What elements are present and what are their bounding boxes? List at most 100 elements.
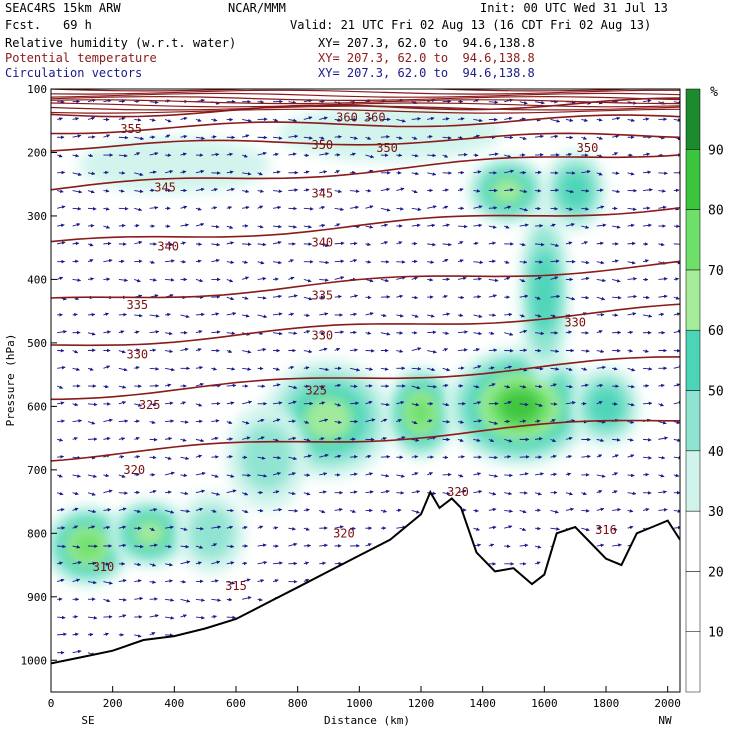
circulation-vector xyxy=(72,134,82,138)
circulation-vector xyxy=(319,543,328,548)
circulation-vector xyxy=(87,116,96,121)
circulation-vector xyxy=(180,509,191,513)
y-tick-label: 700 xyxy=(27,464,47,477)
x-axis-label: Distance (km) xyxy=(324,714,410,727)
circulation-vector xyxy=(519,527,527,532)
circulation-vector xyxy=(334,507,343,512)
circulation-vector xyxy=(211,152,220,157)
circulation-vector xyxy=(596,365,606,370)
circulation-vector xyxy=(488,474,499,478)
circulation-vector xyxy=(103,598,111,603)
circulation-vector xyxy=(457,188,464,192)
circulation-vector xyxy=(396,260,406,264)
circulation-vector xyxy=(457,420,464,424)
circulation-vector xyxy=(673,455,680,460)
circulation-vector xyxy=(565,401,576,405)
circulation-vector xyxy=(87,206,97,211)
circulation-vector xyxy=(103,330,111,334)
circulation-vector xyxy=(72,649,82,654)
y-tick-label: 500 xyxy=(27,337,47,350)
circulation-vector xyxy=(103,436,111,441)
circulation-vector xyxy=(165,525,174,530)
circulation-vector xyxy=(550,472,558,477)
circulation-vector xyxy=(334,403,342,407)
circulation-vector xyxy=(627,171,635,176)
circulation-vector xyxy=(226,525,234,530)
circulation-vector xyxy=(180,456,190,461)
field-name-theta: Potential temperature xyxy=(5,51,157,65)
circulation-vector xyxy=(272,224,282,229)
circulation-vector xyxy=(411,347,422,351)
circulation-vector xyxy=(303,508,310,512)
circulation-vector xyxy=(535,170,542,175)
circulation-vector xyxy=(87,153,94,158)
circulation-vector xyxy=(149,527,155,531)
circulation-vector xyxy=(242,296,249,300)
field-xy-theta: XY= 207.3, 62.0 to 94.6,138.8 xyxy=(318,51,535,65)
circulation-vector xyxy=(365,367,374,371)
circulation-vector xyxy=(427,116,435,121)
circulation-vector xyxy=(642,99,652,103)
circulation-vector xyxy=(627,118,635,123)
circulation-vector xyxy=(365,117,373,121)
circulation-vector xyxy=(195,403,203,407)
circulation-vector xyxy=(642,152,651,157)
circulation-vector xyxy=(535,526,541,531)
circulation-vector xyxy=(365,418,376,423)
circulation-vector xyxy=(334,330,345,334)
circulation-vector xyxy=(350,241,358,246)
theta-contour-label: 345 xyxy=(154,180,176,194)
circulation-vector xyxy=(612,472,619,476)
circulation-vector xyxy=(303,384,310,389)
circulation-vector xyxy=(473,331,483,336)
circulation-vector xyxy=(349,509,356,513)
circulation-vector xyxy=(57,205,66,209)
circulation-vector xyxy=(211,367,217,371)
circulation-vector xyxy=(350,472,358,477)
circulation-vector xyxy=(581,454,591,459)
circulation-vector xyxy=(534,403,543,407)
circulation-vector xyxy=(380,278,389,283)
circulation-vector xyxy=(488,525,497,530)
circulation-vector xyxy=(550,383,557,387)
circulation-vector xyxy=(565,296,576,301)
circulation-vector xyxy=(550,510,559,514)
circulation-vector xyxy=(612,116,621,121)
circulation-vector xyxy=(550,527,560,531)
circulation-vector xyxy=(442,205,449,210)
circulation-vector xyxy=(103,632,109,637)
circulation-vector xyxy=(627,207,637,211)
theta-contour-line xyxy=(51,89,653,92)
circulation-vector xyxy=(349,294,359,298)
circulation-vector xyxy=(180,152,187,156)
circulation-vector xyxy=(319,223,326,228)
circulation-vector xyxy=(642,349,649,353)
circulation-vector xyxy=(457,276,467,281)
circulation-vector xyxy=(180,544,190,549)
rh-blob xyxy=(408,397,434,428)
circulation-vector xyxy=(165,259,175,263)
circulation-vector xyxy=(257,151,267,156)
circulation-vector xyxy=(488,331,495,335)
circulation-vector xyxy=(165,278,175,282)
relative-humidity-field xyxy=(51,105,641,588)
circulation-vector xyxy=(211,419,220,423)
circulation-vector xyxy=(612,189,621,194)
circulation-vector xyxy=(242,578,251,582)
circulation-vector xyxy=(642,401,653,406)
circulation-vector xyxy=(303,420,310,424)
circulation-vector xyxy=(442,312,451,316)
circulation-vector xyxy=(195,118,202,122)
circulation-vector xyxy=(57,117,63,121)
circulation-vector xyxy=(288,225,297,229)
circulation-vector xyxy=(396,153,403,158)
circulation-vector xyxy=(627,367,636,372)
circulation-vector xyxy=(627,384,635,389)
circulation-vector xyxy=(226,544,235,549)
circulation-vector xyxy=(272,561,283,565)
plot-frame xyxy=(50,88,681,693)
circulation-vector xyxy=(642,438,652,442)
circulation-vector xyxy=(303,543,312,548)
circulation-vector xyxy=(180,491,189,496)
circulation-vector xyxy=(195,348,202,352)
